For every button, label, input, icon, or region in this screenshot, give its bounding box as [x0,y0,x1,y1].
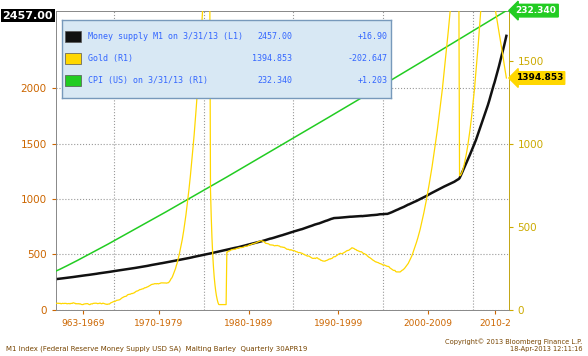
Text: Copyright© 2013 Bloomberg Finance L.P.
18-Apr-2013 12:11:16: Copyright© 2013 Bloomberg Finance L.P. 1… [445,339,582,352]
Text: Gold (R1): Gold (R1) [88,54,133,63]
Text: 2457.00: 2457.00 [257,32,292,41]
Text: 232.340: 232.340 [257,76,292,85]
Text: 1394.853: 1394.853 [516,73,563,83]
Text: -202.647: -202.647 [348,54,387,63]
Text: +1.203: +1.203 [358,76,387,85]
Bar [65,31,82,42]
Text: 2457.00: 2457.00 [2,11,53,21]
Text: +16.90: +16.90 [358,32,387,41]
Text: 232.340: 232.340 [516,6,556,15]
Text: M1 Index (Federal Reserve Money Supply USD SA)  Malting Barley  Quarterly 30APR1: M1 Index (Federal Reserve Money Supply U… [6,346,308,352]
Bar [65,53,82,64]
Bar [65,75,82,86]
Text: 1394.853: 1394.853 [252,54,292,63]
Text: CPI (US) on 3/31/13 (R1): CPI (US) on 3/31/13 (R1) [88,76,208,85]
Text: Money supply M1 on 3/31/13 (L1): Money supply M1 on 3/31/13 (L1) [88,32,243,41]
